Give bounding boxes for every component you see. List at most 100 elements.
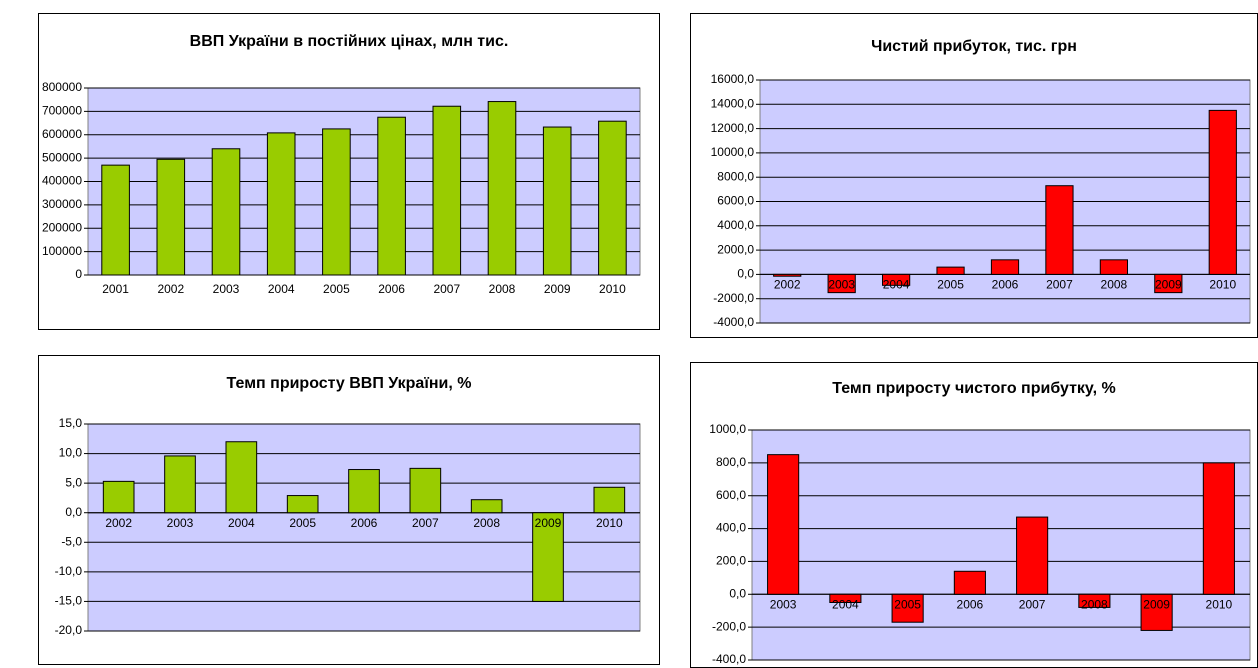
- bar: [1140, 593, 1173, 631]
- bar: [593, 486, 626, 514]
- bar: [598, 120, 627, 276]
- bar: [164, 455, 196, 514]
- y-tick-label: -10,0: [55, 564, 83, 578]
- bar: [990, 259, 1020, 275]
- x-tick-label: 2003: [213, 282, 240, 296]
- y-tick-label: 0,0: [729, 586, 746, 600]
- y-tick-label: -15,0: [55, 594, 83, 608]
- bar: [827, 273, 856, 294]
- y-tick-label: 600,0: [716, 488, 746, 502]
- bar: [286, 495, 319, 514]
- x-tick-label: 2005: [323, 282, 350, 296]
- bar: [829, 593, 862, 603]
- bar: [266, 132, 296, 276]
- bar: [487, 101, 517, 276]
- x-tick-label: 2002: [157, 282, 184, 296]
- x-tick-label: 2007: [433, 282, 460, 296]
- y-tick-label: 800000: [42, 80, 82, 94]
- x-tick-label: 2009: [535, 516, 562, 530]
- bar: [1202, 462, 1235, 595]
- x-tick-label: 2006: [351, 516, 378, 530]
- y-tick-label: 300000: [42, 197, 82, 211]
- y-tick-label: -4000,0: [713, 315, 754, 329]
- chart-title: Темп приросту чистого прибутку, %: [832, 380, 1115, 397]
- bar: [1099, 259, 1129, 275]
- x-tick-label: 2010: [1209, 278, 1236, 292]
- bar: [882, 273, 911, 286]
- bar: [1045, 185, 1074, 275]
- x-tick-label: 2004: [883, 278, 910, 292]
- y-tick-label: -5,0: [61, 534, 82, 548]
- x-tick-label: 2010: [599, 282, 626, 296]
- x-tick-label: 2007: [1019, 597, 1046, 611]
- x-tick-label: 2008: [1101, 278, 1128, 292]
- bar: [409, 467, 442, 514]
- y-tick-label: 0: [75, 267, 82, 281]
- bar: [102, 480, 135, 514]
- chart-title: ВВП України в постійних цінах, млн тис.: [190, 33, 509, 50]
- bar: [1208, 109, 1237, 275]
- x-tick-label: 2005: [289, 516, 316, 530]
- bar: [1078, 593, 1111, 608]
- x-tick-label: 2003: [828, 278, 855, 292]
- bar: [322, 128, 351, 276]
- y-tick-label: 0,0: [65, 505, 82, 519]
- y-tick-label: 15,0: [59, 416, 83, 430]
- bar: [225, 441, 258, 514]
- bar: [470, 499, 503, 514]
- y-tick-label: 8000,0: [717, 169, 754, 183]
- y-tick-label: 1000,0: [709, 422, 746, 436]
- bar: [773, 273, 802, 277]
- bar: [432, 105, 462, 276]
- chart-title: Чистий прибуток, тис. грн: [871, 38, 1077, 55]
- y-tick-label: 400,0: [716, 521, 746, 535]
- y-tick-label: 200000: [42, 220, 82, 234]
- y-tick-label: 6000,0: [717, 194, 754, 208]
- y-tick-label: 2000,0: [717, 242, 754, 256]
- x-tick-label: 2002: [105, 516, 132, 530]
- chart-title: Темп приросту ВВП України, %: [227, 375, 472, 392]
- y-tick-label: 600000: [42, 127, 82, 141]
- bar: [891, 593, 924, 623]
- y-tick-label: 0,0: [737, 267, 754, 281]
- bar: [767, 454, 800, 595]
- y-tick-label: -2000,0: [713, 291, 754, 305]
- x-tick-label: 2004: [832, 597, 859, 611]
- y-tick-label: 5,0: [65, 475, 82, 489]
- y-tick-label: 100000: [42, 244, 82, 258]
- x-tick-label: 2005: [894, 597, 921, 611]
- bar: [156, 158, 186, 276]
- x-tick-label: 2010: [596, 516, 623, 530]
- bar: [348, 469, 380, 514]
- bar: [936, 266, 965, 275]
- bar: [377, 116, 406, 276]
- y-tick-label: 800,0: [716, 455, 746, 469]
- y-tick-label: 200,0: [716, 554, 746, 568]
- y-tick-label: 10,0: [59, 446, 83, 460]
- x-tick-label: 2006: [992, 278, 1019, 292]
- y-tick-label: 400000: [42, 174, 82, 188]
- bar: [953, 570, 986, 595]
- x-tick-label: 2004: [228, 516, 255, 530]
- y-tick-label: -200,0: [712, 619, 746, 633]
- bar: [542, 126, 572, 276]
- bar: [101, 164, 130, 276]
- x-tick-label: 2008: [489, 282, 516, 296]
- y-tick-label: 14000,0: [711, 96, 755, 110]
- bar: [532, 512, 564, 602]
- x-tick-label: 2007: [1046, 278, 1073, 292]
- y-tick-label: 12000,0: [711, 121, 755, 135]
- x-tick-label: 2006: [378, 282, 405, 296]
- x-tick-label: 2008: [473, 516, 500, 530]
- y-tick-label: -20,0: [55, 623, 83, 637]
- bar: [211, 148, 241, 276]
- x-tick-label: 2004: [268, 282, 295, 296]
- y-tick-label: 16000,0: [711, 72, 755, 86]
- x-tick-label: 2005: [937, 278, 964, 292]
- bar: [1154, 273, 1183, 294]
- x-tick-label: 2007: [412, 516, 439, 530]
- x-tick-label: 2009: [1143, 597, 1170, 611]
- x-tick-label: 2006: [957, 597, 984, 611]
- x-tick-label: 2008: [1081, 597, 1108, 611]
- x-tick-label: 2002: [774, 278, 801, 292]
